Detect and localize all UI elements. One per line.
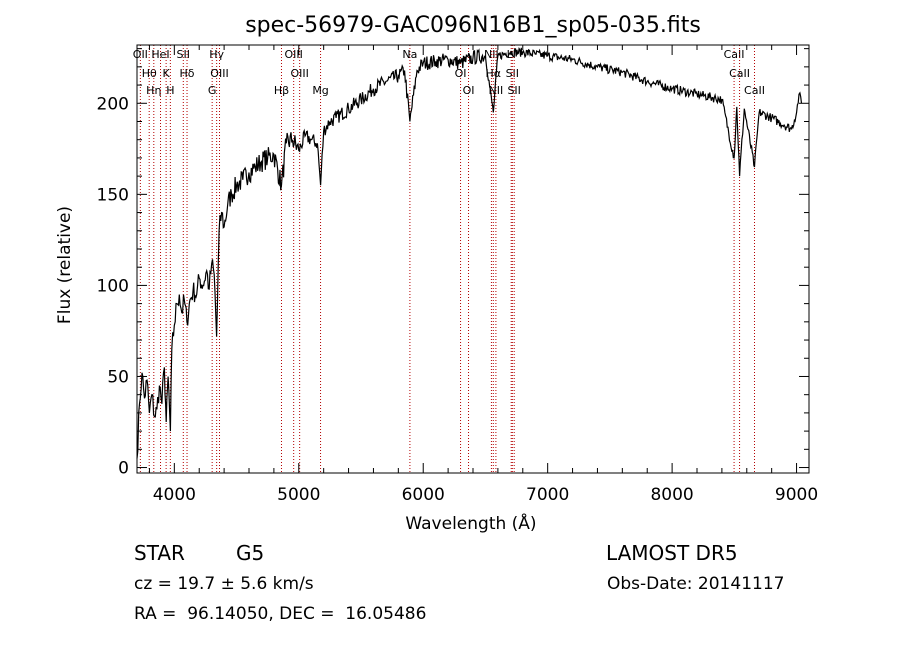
line-marker-label: OI bbox=[463, 84, 475, 97]
line-marker-label: SII bbox=[177, 48, 190, 61]
line-marker-label: Hθ bbox=[142, 67, 157, 80]
line-markers: OIIHθHηHeIKHSIIHδGHγOIIIHβOIIIOIIIMgNaOI… bbox=[133, 45, 765, 473]
line-marker-label: K bbox=[163, 67, 171, 80]
line-marker-label: OI bbox=[455, 67, 467, 80]
x-tick-label: 5000 bbox=[277, 485, 320, 505]
obs-date: Obs-Date: 20141117 bbox=[607, 574, 785, 594]
line-marker-label: NII bbox=[484, 48, 499, 61]
x-axis-label: Wavelength (Å) bbox=[405, 512, 536, 534]
chart-title: spec-56979-GAC096N16B1_sp05-035.fits bbox=[245, 13, 701, 38]
line-marker-label: SII bbox=[506, 67, 519, 80]
line-marker-label: CaII bbox=[724, 48, 745, 61]
y-tick-label: 0 bbox=[118, 459, 129, 479]
line-marker-label: G bbox=[208, 84, 217, 97]
line-marker-label: CaII bbox=[729, 67, 750, 80]
axes: 4000 5000 6000 7000 8000 9000 0 50 100 150 200 bbox=[97, 45, 818, 505]
line-marker-label: Hγ bbox=[209, 48, 224, 61]
line-marker-label: Na bbox=[402, 48, 417, 61]
x-tick-label: 9000 bbox=[775, 485, 818, 505]
y-tick-label: 100 bbox=[97, 276, 129, 296]
object-subclass: G5 bbox=[236, 541, 265, 565]
line-marker-label: CaII bbox=[744, 84, 765, 97]
redshift-velocity: cz = 19.7 ± 5.6 km/s bbox=[134, 574, 314, 594]
survey-name: LAMOST DR5 bbox=[606, 541, 738, 565]
line-marker-label: Hβ bbox=[274, 84, 289, 97]
object-class: STAR bbox=[134, 541, 185, 565]
line-marker-label: Mg bbox=[312, 84, 328, 97]
line-marker-label: H bbox=[166, 84, 174, 97]
line-marker-label: Hα bbox=[486, 67, 502, 80]
y-tick-label: 50 bbox=[107, 367, 129, 387]
x-tick-label: 8000 bbox=[650, 485, 693, 505]
spectrum-series bbox=[136, 47, 803, 459]
y-tick-label: 150 bbox=[97, 185, 129, 205]
line-marker-label: Hη bbox=[146, 84, 161, 97]
spectrum-line bbox=[136, 47, 803, 459]
line-marker-label: Hδ bbox=[180, 67, 195, 80]
line-marker-label: OIII bbox=[210, 67, 228, 80]
line-marker-label: HeI bbox=[151, 48, 169, 61]
plot-frame bbox=[136, 44, 810, 474]
coordinates: RA = 96.14050, DEC = 16.05486 bbox=[134, 604, 427, 624]
y-axis-label: Flux (relative) bbox=[55, 206, 75, 324]
line-marker-label: OII bbox=[133, 48, 148, 61]
line-marker-label: NII bbox=[489, 84, 504, 97]
line-marker-label: OIII bbox=[284, 48, 302, 61]
y-tick-label: 200 bbox=[97, 94, 129, 114]
line-marker-label: OIII bbox=[290, 67, 308, 80]
x-tick-label: 7000 bbox=[526, 485, 569, 505]
x-tick-label: 4000 bbox=[153, 485, 196, 505]
x-tick-label: 6000 bbox=[402, 485, 445, 505]
line-marker-label: SII bbox=[507, 84, 520, 97]
